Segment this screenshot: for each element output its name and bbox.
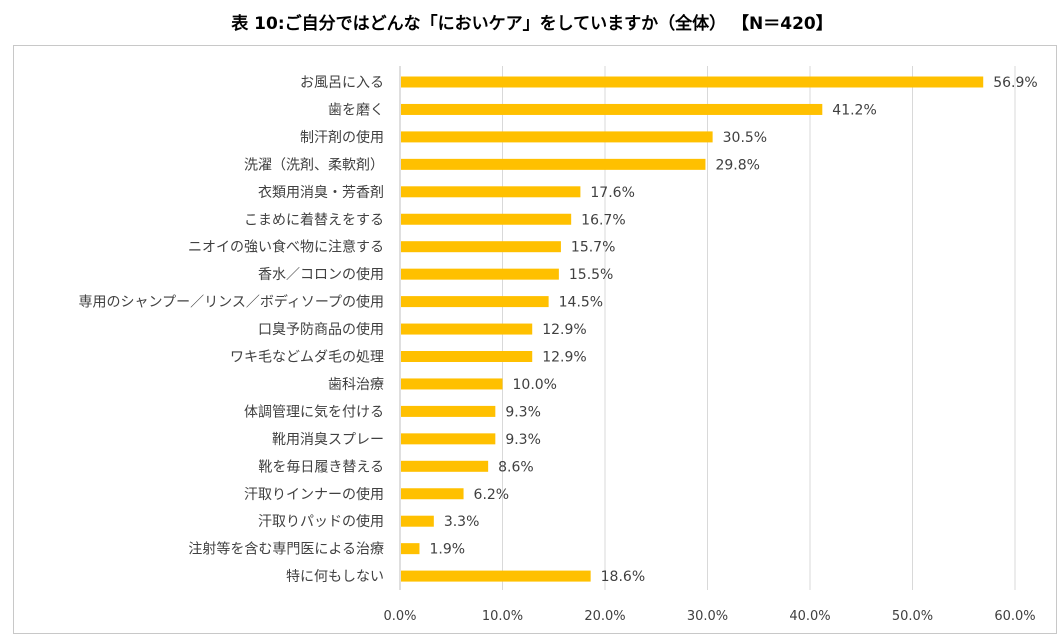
bar bbox=[401, 488, 464, 500]
x-tick-label: 30.0% bbox=[687, 609, 728, 624]
value-label: 15.7% bbox=[571, 240, 615, 256]
gridlines bbox=[399, 66, 1016, 590]
bar bbox=[401, 213, 572, 225]
bar bbox=[401, 433, 496, 445]
value-label: 3.3% bbox=[444, 514, 480, 530]
bar bbox=[401, 76, 984, 88]
bars bbox=[401, 76, 984, 582]
bar bbox=[401, 241, 561, 253]
bar bbox=[401, 131, 713, 143]
x-tick-labels: 0.0% 10.0% 20.0% 30.0% 40.0% 50.0% 60.0% bbox=[383, 609, 1035, 624]
value-label: 17.6% bbox=[590, 185, 634, 201]
category-label: お風呂に入る bbox=[300, 75, 384, 91]
category-label: 靴用消臭スプレー bbox=[272, 432, 384, 448]
bar bbox=[401, 460, 489, 472]
value-label: 41.2% bbox=[832, 102, 876, 118]
category-label: 靴を毎日履き替える bbox=[258, 459, 384, 475]
value-label: 10.0% bbox=[513, 377, 557, 393]
x-tick-label: 0.0% bbox=[383, 609, 416, 624]
value-label: 15.5% bbox=[569, 267, 613, 283]
category-label: 制汗剤の使用 bbox=[300, 129, 384, 146]
chart-frame bbox=[13, 45, 1057, 634]
value-label: 16.7% bbox=[581, 212, 625, 228]
bar bbox=[401, 158, 706, 170]
value-label: 8.6% bbox=[498, 459, 534, 475]
category-label: 歯科治療 bbox=[328, 376, 384, 393]
value-label: 30.5% bbox=[723, 130, 767, 146]
category-label: ワキ毛などムダ毛の処理 bbox=[230, 350, 384, 366]
category-label: ニオイの強い食べ物に注意する bbox=[188, 239, 384, 256]
category-label: 汗取りパッドの使用 bbox=[258, 513, 384, 530]
value-label: 29.8% bbox=[715, 157, 759, 173]
value-label: 9.3% bbox=[505, 432, 541, 448]
category-label: 衣類用消臭・芳香剤 bbox=[258, 184, 384, 201]
value-label: 1.9% bbox=[429, 542, 465, 558]
chart-title: 表 10:ご自分ではどんな「においケア」をしていますか（全体） 【N＝420】 bbox=[231, 14, 833, 34]
category-label: 香水／コロンの使用 bbox=[258, 266, 384, 283]
x-tick-label: 50.0% bbox=[892, 609, 933, 624]
category-label: 歯を磨く bbox=[328, 102, 384, 118]
bar bbox=[401, 351, 533, 362]
category-label: 口臭予防商品の使用 bbox=[258, 321, 384, 338]
value-label: 56.9% bbox=[993, 75, 1037, 91]
category-label: 専用のシャンプー／リンス／ボディソープの使用 bbox=[79, 294, 384, 311]
category-label: 特に何もしない bbox=[286, 569, 384, 585]
category-label: 注射等を含む専門医による治療 bbox=[188, 541, 384, 558]
value-labels: 56.9% 41.2% 30.5% 29.8% 17.6% 16.7% 15.7% 15.5%… bbox=[429, 75, 1037, 585]
bar bbox=[401, 515, 434, 527]
bar bbox=[401, 103, 823, 115]
x-tick-label: 20.0% bbox=[584, 609, 625, 624]
bar bbox=[401, 378, 503, 390]
x-tick-label: 60.0% bbox=[994, 609, 1035, 624]
category-label: 洗濯（洗剤、柔軟剤） bbox=[244, 157, 384, 173]
bar bbox=[401, 570, 591, 582]
x-tick-label: 40.0% bbox=[789, 609, 830, 624]
value-label: 12.9% bbox=[542, 322, 586, 338]
category-label: 汗取りインナーの使用 bbox=[244, 486, 384, 503]
bar bbox=[401, 268, 559, 280]
bar bbox=[401, 296, 549, 308]
value-label: 6.2% bbox=[474, 487, 510, 503]
bar bbox=[401, 405, 496, 417]
value-label: 9.3% bbox=[505, 404, 541, 420]
bar bbox=[401, 543, 420, 555]
bar bbox=[401, 323, 533, 335]
x-tick-label: 10.0% bbox=[482, 609, 523, 624]
category-label: こまめに着替えをする bbox=[244, 212, 384, 228]
bar bbox=[401, 186, 581, 198]
value-label: 18.6% bbox=[601, 569, 645, 585]
category-label: 体調管理に気を付ける bbox=[244, 404, 384, 420]
value-label: 12.9% bbox=[542, 350, 586, 366]
value-label: 14.5% bbox=[559, 295, 603, 311]
